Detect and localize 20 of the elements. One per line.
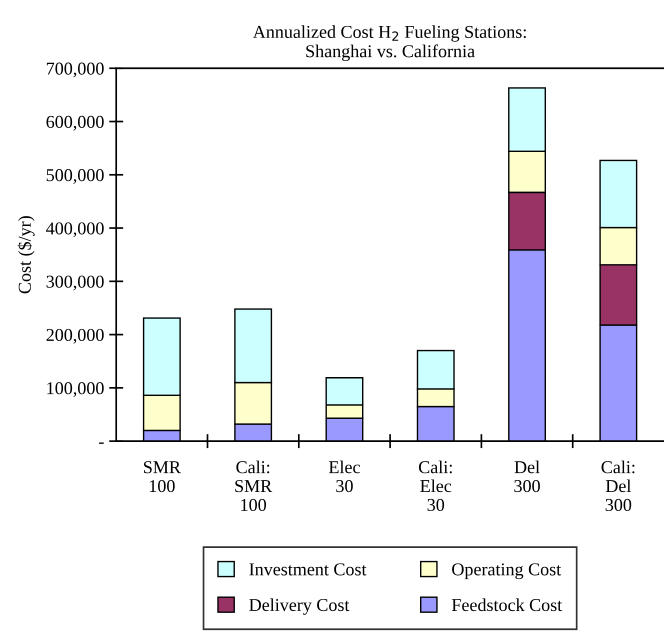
x-tick-label: Cali: Elec 30 <box>418 460 452 512</box>
x-tick-label: SMR 100 <box>144 461 181 492</box>
y-tick-label: 700,000 <box>46 62 104 78</box>
y-tick-label: 100,000 <box>47 382 104 397</box>
x-tick-label: Del 300 <box>514 460 540 492</box>
x-tick-label: Cali: SMR 100 <box>235 460 272 512</box>
y-tick-label: 200,000 <box>46 328 104 344</box>
y-tick-label: 400,000 <box>46 222 104 238</box>
legend-label: Operating Cost <box>452 563 562 580</box>
y-tick-label: - <box>99 442 104 444</box>
y-tick-label: 600,000 <box>46 116 104 131</box>
chart-title: Annualized Cost H$_{2}$ Fueling Stations: Shanghai vs. California <box>252 25 526 62</box>
legend-label: Investment Cost <box>249 563 366 576</box>
y-tick-label: 500,000 <box>46 169 104 184</box>
legend-label: Delivery Cost <box>249 598 350 615</box>
y-tick-label: 300,000 <box>46 276 104 290</box>
legend-label: Feedstock Cost <box>452 598 562 612</box>
y-axis-title: Cost ($/yr) <box>18 216 35 294</box>
x-tick-label: Elec 30 <box>328 460 360 492</box>
x-tick-label: Cali: Del 300 <box>602 460 634 512</box>
